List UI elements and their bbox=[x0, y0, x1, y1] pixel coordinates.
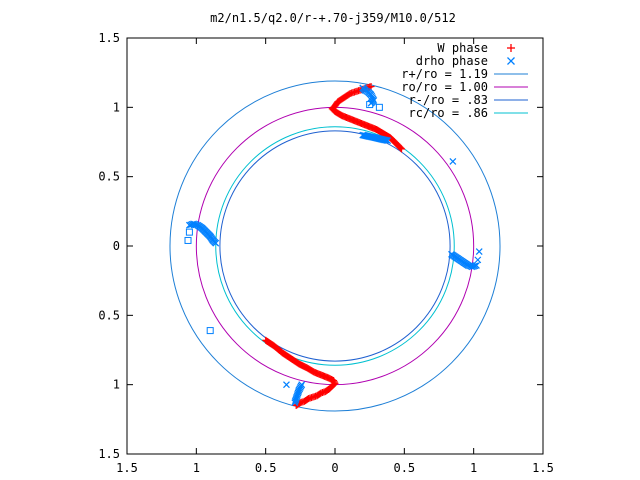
drho-phase-point bbox=[471, 262, 479, 270]
legend-symbol-drho-phase bbox=[507, 57, 515, 65]
drho-phase-point bbox=[474, 256, 482, 264]
open-square-point bbox=[375, 103, 383, 111]
reference-circles bbox=[169, 80, 501, 412]
open-square-point bbox=[206, 327, 214, 335]
legend-label: drho phase bbox=[416, 54, 488, 68]
y-tick-label: 0.5 bbox=[98, 308, 120, 322]
w-phase-point bbox=[398, 145, 406, 153]
y-tick-label: 1 bbox=[113, 378, 120, 392]
x-tick-label: 0.5 bbox=[255, 461, 277, 475]
x-tick-label: 0.5 bbox=[393, 461, 415, 475]
y-tick-label: 1.5 bbox=[98, 31, 120, 45]
reference-circle bbox=[219, 130, 451, 362]
legend-label: r+/ro = 1.19 bbox=[401, 67, 488, 81]
x-tick-label: 1 bbox=[470, 461, 477, 475]
reference-circle bbox=[169, 80, 501, 412]
drho-phase-point bbox=[475, 248, 483, 255]
axis-ticks: 1.5 1 0.5 0 0.5 1 1.51.510.500.511.5 bbox=[98, 31, 554, 475]
reference-circle bbox=[215, 126, 455, 366]
w-phase-point bbox=[396, 143, 404, 151]
w-phase-point bbox=[397, 144, 405, 152]
x-tick-label: 0 bbox=[331, 461, 338, 475]
y-tick-label: 0 bbox=[113, 239, 120, 253]
x-tick-label: 1.5 bbox=[532, 461, 554, 475]
data-points bbox=[184, 83, 483, 409]
drho-phase-point bbox=[283, 381, 290, 389]
legend-label: W phase bbox=[437, 41, 488, 55]
open-square-point bbox=[366, 101, 374, 109]
y-tick-label: 0.5 bbox=[98, 170, 120, 184]
reference-circle bbox=[195, 106, 475, 386]
y-tick-label: 1 bbox=[113, 100, 120, 114]
w-phase-point bbox=[262, 336, 270, 344]
x-tick-label: 1.5 bbox=[116, 461, 138, 475]
legend-label: ro/ro = 1.00 bbox=[401, 80, 488, 94]
legend-symbol-w-phase bbox=[507, 44, 515, 52]
legend-label: r-/ro = .83 bbox=[409, 93, 488, 107]
drho-phase-point bbox=[384, 137, 392, 145]
legend-label: rc/ro = .86 bbox=[409, 106, 488, 120]
y-tick-label: 1.5 bbox=[98, 447, 120, 461]
x-tick-label: 1 bbox=[193, 461, 200, 475]
drho-phase-point bbox=[449, 157, 457, 165]
open-square-point bbox=[184, 236, 192, 244]
drho-phase-point bbox=[212, 239, 220, 247]
open-square-point bbox=[185, 228, 193, 236]
drho-phase-point bbox=[298, 381, 306, 389]
w-phase-point bbox=[263, 337, 271, 345]
drho-phase-point bbox=[473, 261, 480, 269]
chart-title: m2/n1.5/q2.0/r-+.70-j359/M10.0/512 bbox=[210, 11, 456, 25]
